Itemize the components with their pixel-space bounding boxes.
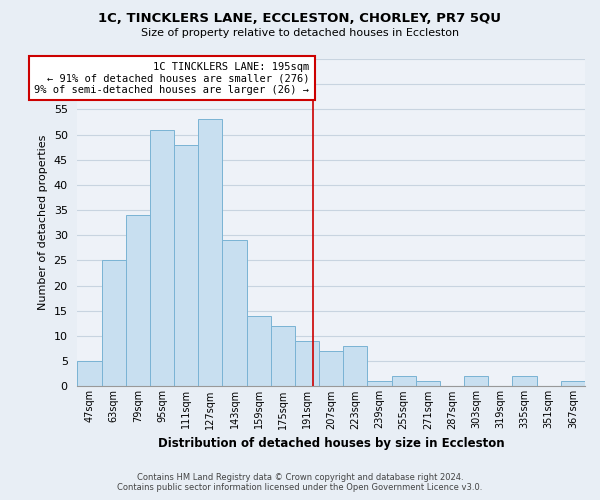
Bar xyxy=(561,382,585,386)
Bar xyxy=(319,351,343,386)
Bar xyxy=(247,316,271,386)
Bar xyxy=(343,346,367,387)
Bar xyxy=(77,361,101,386)
Y-axis label: Number of detached properties: Number of detached properties xyxy=(38,135,48,310)
Bar xyxy=(198,120,223,386)
Bar xyxy=(126,215,150,386)
Text: 1C, TINCKLERS LANE, ECCLESTON, CHORLEY, PR7 5QU: 1C, TINCKLERS LANE, ECCLESTON, CHORLEY, … xyxy=(98,12,502,26)
Bar xyxy=(101,260,126,386)
Bar xyxy=(271,326,295,386)
Bar xyxy=(174,144,198,386)
Text: 1C TINCKLERS LANE: 195sqm
← 91% of detached houses are smaller (276)
9% of semi-: 1C TINCKLERS LANE: 195sqm ← 91% of detac… xyxy=(34,62,310,94)
Text: Contains HM Land Registry data © Crown copyright and database right 2024.
Contai: Contains HM Land Registry data © Crown c… xyxy=(118,473,482,492)
Text: Size of property relative to detached houses in Eccleston: Size of property relative to detached ho… xyxy=(141,28,459,38)
Bar xyxy=(512,376,536,386)
Bar xyxy=(392,376,416,386)
Bar xyxy=(464,376,488,386)
Bar xyxy=(416,382,440,386)
Bar xyxy=(367,382,392,386)
Bar xyxy=(223,240,247,386)
Bar xyxy=(150,130,174,386)
Bar xyxy=(295,341,319,386)
X-axis label: Distribution of detached houses by size in Eccleston: Distribution of detached houses by size … xyxy=(158,437,505,450)
